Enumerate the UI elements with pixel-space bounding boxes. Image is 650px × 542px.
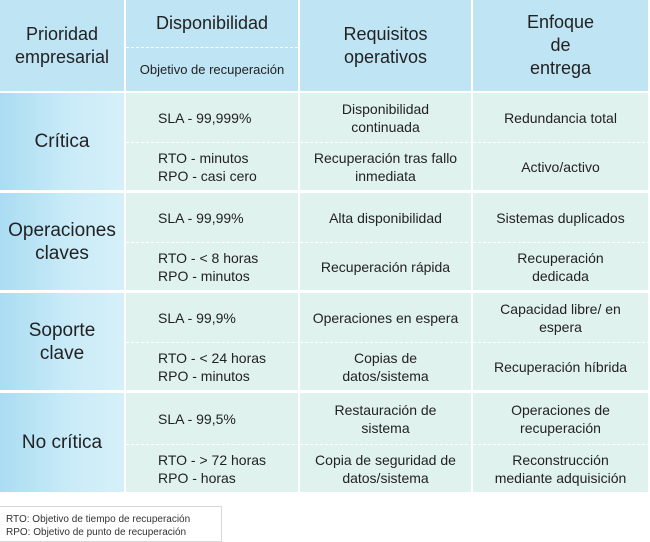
availability-cell: RTO - < 24 horas RPO - minutos: [126, 343, 300, 393]
approach-cell: Recuperación dedicada: [473, 243, 650, 293]
approach-cell: Recuperación híbrida: [473, 343, 650, 393]
approach-cell: Reconstrucción mediante adquisición: [473, 445, 650, 495]
header-availability: Disponibilidad Objetivo de recuperación: [126, 0, 300, 93]
approach-cell: Activo/activo: [473, 143, 650, 193]
availability-line: RPO - minutos: [158, 367, 250, 384]
availability-line: RTO - < 8 horas: [158, 249, 259, 266]
requirements-cell: Restauración de sistema: [300, 393, 473, 445]
availability-cell: RTO - < 8 horas RPO - minutos: [126, 243, 300, 293]
header-priority: Prioridad empresarial: [0, 0, 126, 93]
availability-cell: SLA - 99,5%: [126, 393, 300, 445]
requirements-cell: Copias de datos/sistema: [300, 343, 473, 393]
priority-cell: No crítica: [0, 393, 126, 495]
priority-cell: Crítica: [0, 93, 126, 193]
requirements-cell: Alta disponibilidad: [300, 193, 473, 243]
priority-cell: Soporte clave: [0, 293, 126, 393]
availability-line: SLA - 99,5%: [158, 410, 236, 427]
requirements-cell: Disponibilidad continuada: [300, 93, 473, 143]
requirements-cell: Recuperación tras fallo inmediata: [300, 143, 473, 193]
footnote-rto: RTO: Objetivo de tiempo de recuperación: [6, 514, 191, 525]
header-approach: Enfoque de entrega: [473, 0, 650, 93]
availability-line: RPO - casi cero: [158, 167, 257, 184]
requirements-cell: Operaciones en espera: [300, 293, 473, 343]
priority-table: Prioridad empresarial Disponibilidad Obj…: [0, 0, 650, 495]
availability-line: RTO - minutos: [158, 149, 249, 166]
availability-cell: SLA - 99,99%: [126, 193, 300, 243]
approach-cell: Sistemas duplicados: [473, 193, 650, 243]
header-requirements: Requisitos operativos: [300, 0, 473, 93]
availability-cell: RTO - > 72 horas RPO - horas: [126, 445, 300, 495]
header-availability-title: Disponibilidad: [126, 0, 298, 48]
header-recovery-objective: Objetivo de recuperación: [139, 62, 285, 77]
approach-cell: Redundancia total: [473, 93, 650, 143]
availability-line: SLA - 99,999%: [158, 109, 252, 126]
availability-line: RTO - > 72 horas: [158, 451, 267, 468]
requirements-cell: Copia de seguridad de datos/sistema: [300, 445, 473, 495]
availability-line: RPO - horas: [158, 469, 236, 486]
availability-line: SLA - 99,9%: [158, 309, 236, 326]
approach-cell: Capacidad libre/ en espera: [473, 293, 650, 343]
availability-line: RTO - < 24 horas: [158, 349, 267, 366]
availability-cell: SLA - 99,999%: [126, 93, 300, 143]
priority-cell: Operaciones claves: [0, 193, 126, 293]
availability-cell: RTO - minutos RPO - casi cero: [126, 143, 300, 193]
footnote-rpo: RPO: Objetivo de punto de recuperación: [6, 527, 187, 538]
availability-cell: SLA - 99,9%: [126, 293, 300, 343]
requirements-cell: Recuperación rápida: [300, 243, 473, 293]
footnotes: RTO: Objetivo de tiempo de recuperación …: [0, 506, 222, 542]
availability-line: SLA - 99,99%: [158, 209, 244, 226]
availability-line: RPO - minutos: [158, 267, 250, 284]
approach-cell: Operaciones de recuperación: [473, 393, 650, 445]
